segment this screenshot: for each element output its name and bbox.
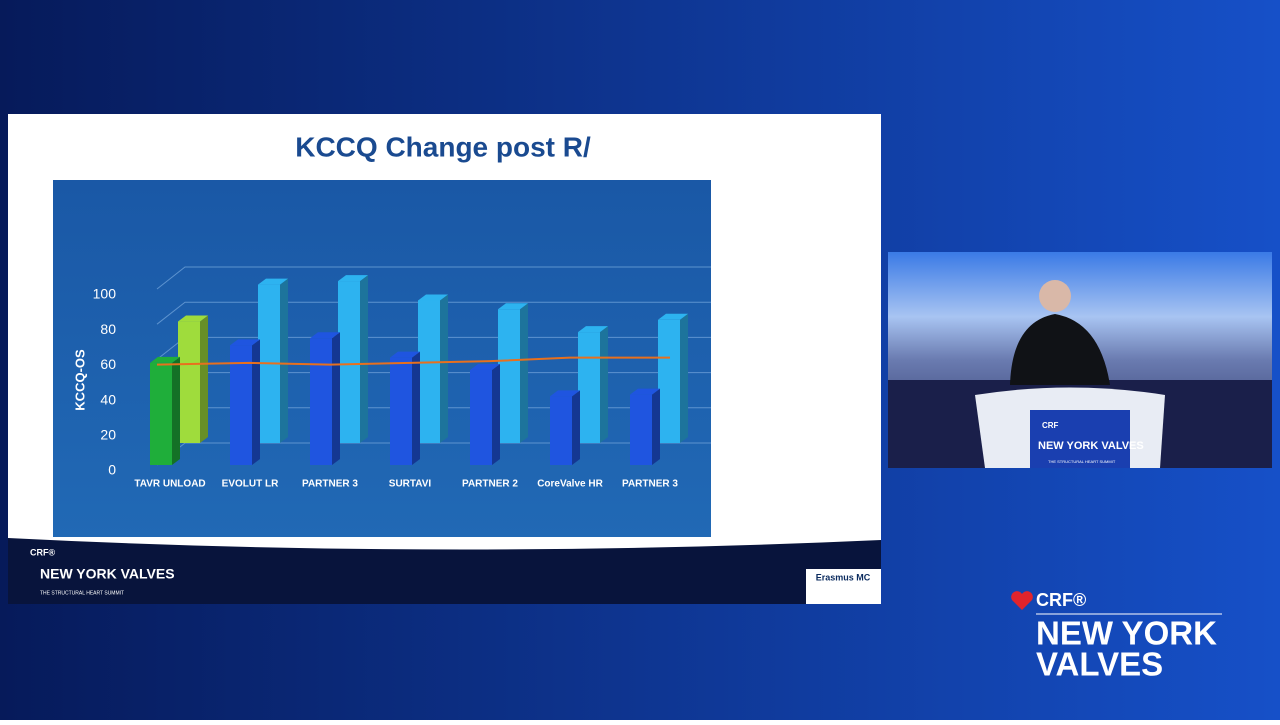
y-tick-label: 0 xyxy=(108,462,116,478)
y-tick-label: 60 xyxy=(100,356,116,372)
speaker-body xyxy=(1010,314,1110,385)
bar xyxy=(658,319,680,443)
bar-side xyxy=(360,275,368,443)
reference-line xyxy=(156,356,670,366)
bar xyxy=(418,300,440,443)
bar-top xyxy=(578,326,608,333)
bar xyxy=(338,281,360,443)
x-tick-label: CoreValve HR xyxy=(537,479,603,490)
podium-brand: CRF xyxy=(1042,421,1059,430)
x-tick-label: PARTNER 3 xyxy=(302,479,358,490)
bar-side xyxy=(492,363,500,465)
x-tick-label: TAVR UNLOAD xyxy=(134,479,205,490)
logo-line1: NEW YORK xyxy=(1036,615,1217,652)
bar xyxy=(178,321,200,443)
y-axis-title: KCCQ-OS xyxy=(72,349,87,411)
y-tick-label: 100 xyxy=(93,286,117,302)
y-tick-label: 40 xyxy=(100,391,116,407)
bar-top xyxy=(470,363,500,370)
y-tick-label: 20 xyxy=(100,427,116,443)
bar-side xyxy=(652,388,660,465)
slide: KCCQ Change post R/ KCCQ-OS 0 20 40 60 80 100… xyxy=(8,114,881,604)
bar xyxy=(310,338,332,465)
bar-top xyxy=(338,275,368,282)
bar xyxy=(230,345,252,465)
bar xyxy=(498,309,520,443)
bar-top xyxy=(150,356,180,363)
bar-side xyxy=(600,326,608,443)
bar-top xyxy=(418,294,448,301)
bar-side xyxy=(280,278,288,443)
logo-brand: CRF® xyxy=(1036,590,1086,610)
x-tick-label: PARTNER 2 xyxy=(462,479,518,490)
bar-top xyxy=(310,332,340,339)
bar-top xyxy=(178,315,208,322)
bar-side xyxy=(572,390,580,465)
grid-line xyxy=(156,301,711,325)
footer-brand: CRF® xyxy=(30,547,55,557)
bar-top xyxy=(498,303,528,310)
bar-side xyxy=(680,313,688,443)
bar-side xyxy=(200,315,208,443)
bar-top xyxy=(258,278,288,285)
plot: 0 20 40 60 80 100 TAVR UNLOAD EVOLUT LR PARTNER … xyxy=(93,266,711,490)
bar-side xyxy=(332,332,340,465)
bar-top xyxy=(550,390,580,397)
bar-side xyxy=(412,351,420,465)
institution-name: Erasmus MC xyxy=(816,572,871,582)
bar xyxy=(630,394,652,465)
x-tick-label: PARTNER 3 xyxy=(622,479,678,490)
podium-event: NEW YORK VALVES xyxy=(1038,440,1144,452)
footer-tagline: THE STRUCTURAL HEART SUMMIT xyxy=(40,590,124,596)
bar xyxy=(390,357,412,465)
slide-title: KCCQ Change post R/ xyxy=(295,131,591,162)
bar-top xyxy=(658,313,688,320)
bar-side xyxy=(252,339,260,465)
institution-logo xyxy=(806,569,881,604)
stream-logo: CRF® NEW YORK VALVES xyxy=(1011,590,1222,683)
y-tick-label: 80 xyxy=(100,321,116,337)
speaker-video: CRF NEW YORK VALVES THE STRUCTURAL HEART… xyxy=(888,252,1272,468)
bar xyxy=(150,362,172,465)
speaker-head xyxy=(1039,280,1071,312)
x-tick-label: EVOLUT LR xyxy=(222,479,279,490)
x-tick-label: SURTAVI xyxy=(389,479,432,490)
logo-line2: VALVES xyxy=(1036,646,1163,683)
grid-line xyxy=(156,266,711,290)
heart-icon xyxy=(1011,591,1033,610)
bar-top xyxy=(390,351,420,358)
bar-side xyxy=(520,303,528,443)
podium-tagline: THE STRUCTURAL HEART SUMMIT xyxy=(1048,459,1116,464)
bar-side xyxy=(440,294,448,443)
podium-sign xyxy=(1030,410,1130,468)
footer-event: NEW YORK VALVES xyxy=(40,566,175,582)
bar xyxy=(470,369,492,465)
bar xyxy=(578,332,600,443)
bar-side xyxy=(172,356,180,465)
slide-footer xyxy=(8,538,881,604)
bar-top xyxy=(230,339,260,346)
bar xyxy=(550,396,572,465)
bar-top xyxy=(630,388,660,395)
